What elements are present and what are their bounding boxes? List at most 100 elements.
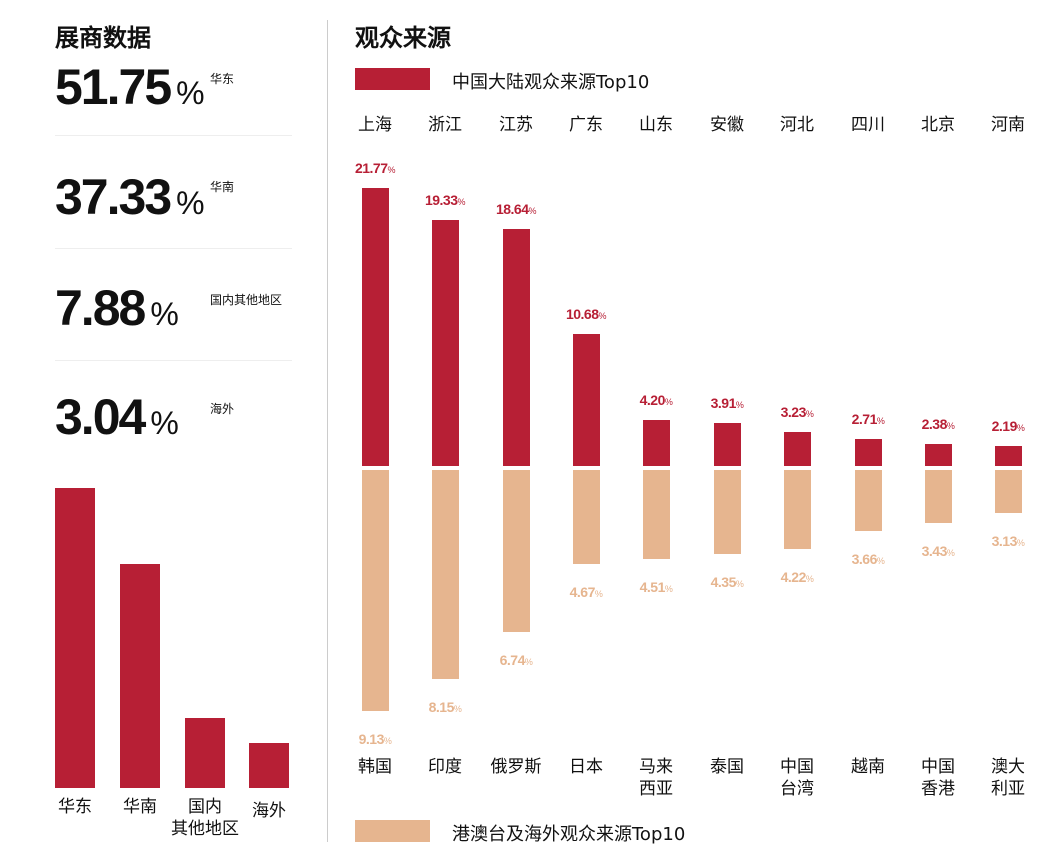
- percent-sign: %: [806, 409, 814, 419]
- separator: [55, 360, 292, 361]
- stat-label: 华东: [210, 70, 234, 87]
- percent-sign: %: [806, 574, 814, 584]
- percent-sign: %: [877, 416, 885, 426]
- mainland-value-label: 2.19%: [973, 418, 1043, 434]
- value-number: 2.38: [922, 416, 947, 432]
- mainland-bar-0: [362, 188, 389, 466]
- legend-label-mainland: 中国大陆观众来源Top10: [452, 68, 649, 94]
- divider: [327, 20, 328, 842]
- value-number: 8.15: [429, 699, 454, 715]
- mainland-bar-5: [714, 423, 741, 466]
- value-number: 4.20: [640, 392, 665, 408]
- top-category-label: 安徽: [692, 114, 762, 136]
- overseas-value-label: 9.13%: [340, 731, 410, 747]
- percent-sign: %: [736, 579, 744, 589]
- stat-value: 37.33%: [55, 172, 205, 222]
- overseas-bar-8: [925, 470, 952, 523]
- top-category-label: 河南: [973, 114, 1043, 136]
- overseas-bar-1: [432, 470, 459, 679]
- bottom-category-label: 中国 香港: [903, 756, 973, 800]
- value-number: 19.33: [425, 192, 458, 208]
- percent-sign: %: [947, 421, 955, 431]
- top-category-label: 江苏: [481, 114, 551, 136]
- top-category-label: 上海: [340, 114, 410, 136]
- overseas-bar-7: [855, 470, 882, 531]
- top-category-label: 广东: [551, 114, 621, 136]
- stat-number: 37.33: [55, 169, 170, 225]
- bottom-category-label: 日本: [551, 756, 621, 778]
- mainland-bar-8: [925, 444, 952, 466]
- mainland-value-label: 21.77%: [340, 160, 410, 176]
- percent-sign: %: [1017, 538, 1025, 548]
- mainland-value-label: 19.33%: [410, 192, 480, 208]
- stat-label: 海外: [210, 400, 234, 417]
- percent-sign: %: [1017, 423, 1025, 433]
- percent-sign: %: [150, 405, 178, 441]
- mainland-bar-3: [573, 334, 600, 466]
- stat-value: 51.75%: [55, 62, 205, 112]
- stat-number: 3.04: [55, 389, 144, 445]
- category-label: 华东: [40, 796, 110, 818]
- bottom-category-label: 韩国: [340, 756, 410, 778]
- value-number: 4.35: [711, 574, 736, 590]
- legend-swatch-overseas: [355, 820, 430, 842]
- mainland-value-label: 18.64%: [481, 201, 551, 217]
- percent-sign: %: [877, 556, 885, 566]
- stat-label: 国内其他地区: [210, 291, 282, 308]
- value-number: 18.64: [496, 201, 529, 217]
- legend-label-overseas: 港澳台及海外观众来源Top10: [452, 820, 685, 846]
- mainland-value-label: 2.71%: [833, 411, 903, 427]
- mainland-value-label: 3.91%: [692, 395, 762, 411]
- bar-3: [249, 743, 289, 788]
- mainland-bar-9: [995, 446, 1022, 466]
- percent-sign: %: [947, 548, 955, 558]
- top-category-label: 四川: [833, 114, 903, 136]
- bottom-category-label: 澳大 利亚: [973, 756, 1043, 800]
- top-category-label: 山东: [621, 114, 691, 136]
- overseas-value-label: 4.22%: [762, 569, 832, 585]
- overseas-bar-3: [573, 470, 600, 564]
- percent-sign: %: [665, 397, 673, 407]
- overseas-bar-6: [784, 470, 811, 549]
- value-number: 3.13: [992, 533, 1017, 549]
- value-number: 4.51: [640, 579, 665, 595]
- bar-1: [120, 564, 160, 788]
- bottom-category-label: 泰国: [692, 756, 762, 778]
- percent-sign: %: [599, 311, 607, 321]
- overseas-value-label: 8.15%: [410, 699, 480, 715]
- value-number: 4.67: [570, 584, 595, 600]
- percent-sign: %: [454, 704, 462, 714]
- percent-sign: %: [525, 657, 533, 667]
- bottom-category-label: 马来 西亚: [621, 756, 691, 800]
- value-number: 10.68: [566, 306, 599, 322]
- top-category-label: 河北: [762, 114, 832, 136]
- top-category-label: 浙江: [410, 114, 480, 136]
- mainland-bar-4: [643, 420, 670, 466]
- top-category-label: 北京: [903, 114, 973, 136]
- stat-value: 7.88%: [55, 283, 179, 333]
- value-number: 21.77: [355, 160, 388, 176]
- overseas-bar-9: [995, 470, 1022, 513]
- overseas-value-label: 4.51%: [621, 579, 691, 595]
- value-number: 3.91: [711, 395, 736, 411]
- percent-sign: %: [150, 296, 178, 332]
- value-number: 3.66: [852, 551, 877, 567]
- percent-sign: %: [529, 206, 537, 216]
- mainland-value-label: 3.23%: [762, 404, 832, 420]
- category-label: 海外: [234, 800, 304, 822]
- legend-swatch-mainland: [355, 68, 430, 90]
- overseas-bar-2: [503, 470, 530, 632]
- bar-2: [185, 718, 225, 788]
- mainland-bar-7: [855, 439, 882, 466]
- category-label: 国内 其他地区: [170, 796, 240, 840]
- value-number: 4.22: [781, 569, 806, 585]
- overseas-bar-0: [362, 470, 389, 711]
- separator: [55, 248, 292, 249]
- overseas-bar-4: [643, 470, 670, 559]
- overseas-value-label: 6.74%: [481, 652, 551, 668]
- bottom-category-label: 印度: [410, 756, 480, 778]
- value-number: 9.13: [359, 731, 384, 747]
- percent-sign: %: [388, 165, 396, 175]
- percent-sign: %: [595, 589, 603, 599]
- audience-title: 观众来源: [355, 18, 451, 53]
